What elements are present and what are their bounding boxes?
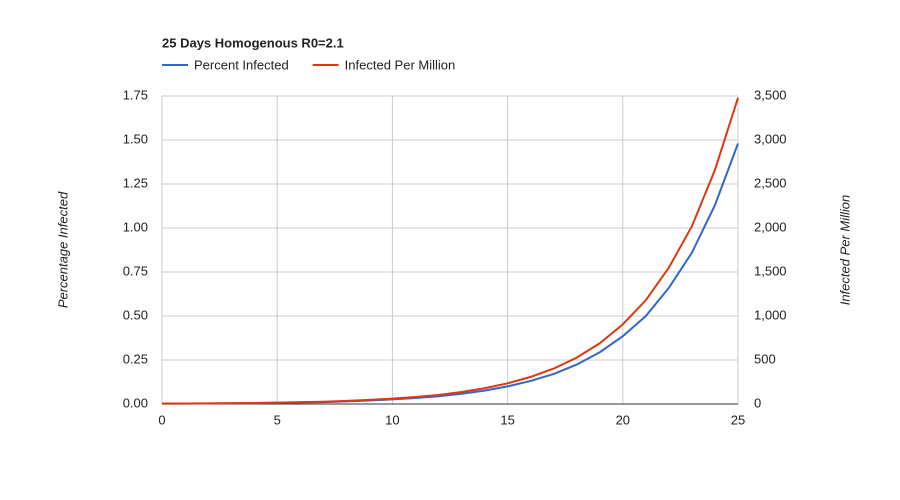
y2-tick-label: 2,500 <box>754 175 787 190</box>
series-line <box>162 143 739 405</box>
y-axis-title: Percentage Infected <box>55 191 70 308</box>
y2-axis-title: Infected Per Million <box>837 195 852 306</box>
legend-label: Percent Infected <box>194 57 289 72</box>
x-tick-label: 15 <box>500 412 514 427</box>
y-tick-label: 0.00 <box>123 395 148 410</box>
y-tick-label: 0.50 <box>123 307 148 322</box>
y2-tick-label: 3,000 <box>754 131 787 146</box>
y-tick-label: 1.25 <box>123 175 148 190</box>
y-tick-label: 0.25 <box>123 351 148 366</box>
y-tick-label: 1.75 <box>123 87 148 102</box>
y2-tick-label: 3,500 <box>754 87 787 102</box>
x-tick-label: 25 <box>731 412 745 427</box>
y2-tick-label: 1,500 <box>754 263 787 278</box>
x-tick-label: 10 <box>385 412 399 427</box>
y2-tick-label: 1,000 <box>754 307 787 322</box>
x-tick-label: 5 <box>274 412 281 427</box>
series-line <box>161 97 739 405</box>
chart-title: 25 Days Homogenous R0=2.1 <box>162 35 344 50</box>
x-tick-label: 20 <box>616 412 630 427</box>
y-tick-label: 0.75 <box>123 263 148 278</box>
y2-tick-label: 500 <box>754 351 776 366</box>
y2-tick-label: 0 <box>754 395 761 410</box>
x-tick-label: 0 <box>158 412 165 427</box>
y-tick-label: 1.50 <box>123 131 148 146</box>
y2-tick-label: 2,000 <box>754 219 787 234</box>
legend-label: Infected Per Million <box>345 57 456 72</box>
y-tick-label: 1.00 <box>123 219 148 234</box>
